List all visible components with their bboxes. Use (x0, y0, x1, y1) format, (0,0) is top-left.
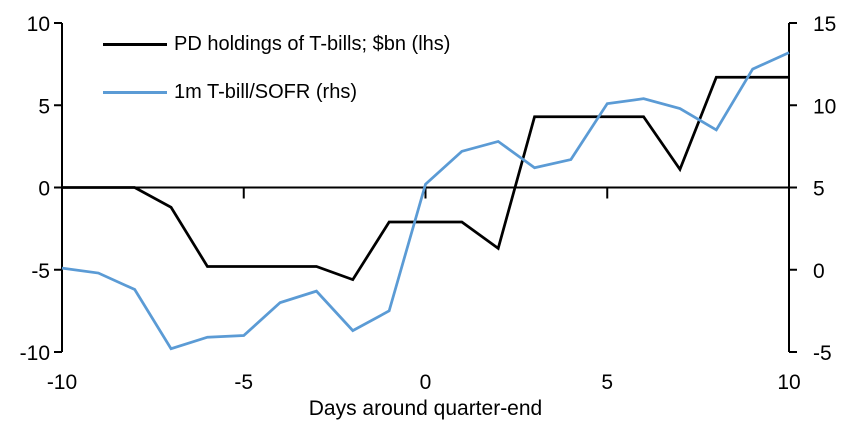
x-axis-tick-label: -5 (234, 371, 253, 394)
right-axis-tick-label: 10 (813, 95, 836, 118)
left-axis-tick-label: 0 (38, 178, 50, 201)
left-axis-tick-label: -5 (31, 260, 50, 283)
x-axis-title: Days around quarter-end (308, 397, 543, 420)
legend-item-pd-holdings: PD holdings of T-bills; $bn (lhs) (103, 30, 450, 58)
legend-label-pd-holdings: PD holdings of T-bills; $bn (lhs) (174, 32, 451, 55)
black-line-sample-icon (103, 42, 167, 46)
right-axis-tick-label: -5 (813, 342, 832, 365)
x-axis-tick-label: 10 (777, 371, 800, 394)
legend: PD holdings of T-bills; $bn (lhs) 1m T-b… (103, 30, 450, 126)
right-axis-tick-label: 15 (813, 13, 836, 36)
legend-item-tbill-sofr: 1m T-bill/SOFR (rhs) (103, 78, 450, 106)
left-axis-tick-label: 10 (27, 13, 50, 36)
left-axis-tick-label: -10 (20, 342, 50, 365)
series-line-2 (61, 51, 790, 351)
blue-line-sample-icon (103, 90, 167, 94)
x-axis-tick-label: 0 (420, 371, 432, 394)
x-axis-tick-label: 5 (601, 371, 613, 394)
right-axis-tick-label: 5 (813, 178, 825, 201)
series-line-1 (62, 75, 789, 282)
right-axis-tick-label: 0 (813, 260, 825, 283)
legend-label-tbill-sofr: 1m T-bill/SOFR (rhs) (174, 80, 357, 103)
x-axis-tick-label: -10 (47, 371, 77, 394)
left-axis-tick-label: 5 (38, 95, 50, 118)
